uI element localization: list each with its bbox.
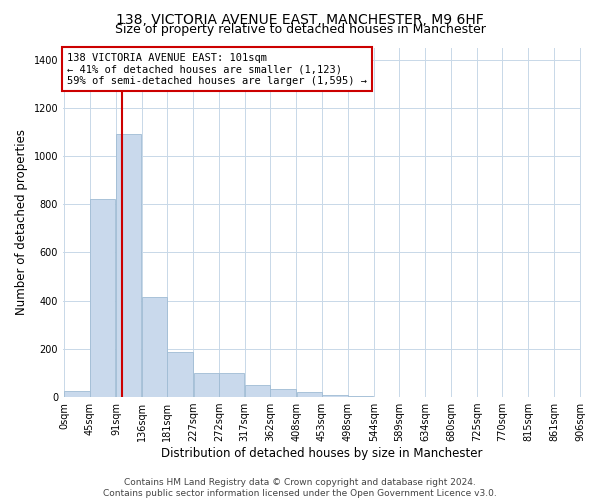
Bar [116, 134, 142, 397]
Text: Contains HM Land Registry data © Crown copyright and database right 2024.
Contai: Contains HM Land Registry data © Crown c… [103, 478, 497, 498]
Bar [90, 200, 115, 397]
Bar [271, 390, 296, 397]
Bar [296, 392, 322, 397]
Bar [194, 373, 219, 397]
Bar [348, 396, 373, 397]
Bar [167, 352, 193, 397]
Y-axis label: Number of detached properties: Number of detached properties [15, 130, 28, 316]
Bar [142, 297, 167, 397]
Bar [64, 391, 89, 397]
Text: Size of property relative to detached houses in Manchester: Size of property relative to detached ho… [115, 22, 485, 36]
Text: 138 VICTORIA AVENUE EAST: 101sqm
← 41% of detached houses are smaller (1,123)
59: 138 VICTORIA AVENUE EAST: 101sqm ← 41% o… [67, 52, 367, 86]
Bar [245, 385, 270, 397]
Text: 138, VICTORIA AVENUE EAST, MANCHESTER, M9 6HF: 138, VICTORIA AVENUE EAST, MANCHESTER, M… [116, 12, 484, 26]
Bar [322, 394, 347, 397]
X-axis label: Distribution of detached houses by size in Manchester: Distribution of detached houses by size … [161, 447, 483, 460]
Bar [219, 373, 244, 397]
